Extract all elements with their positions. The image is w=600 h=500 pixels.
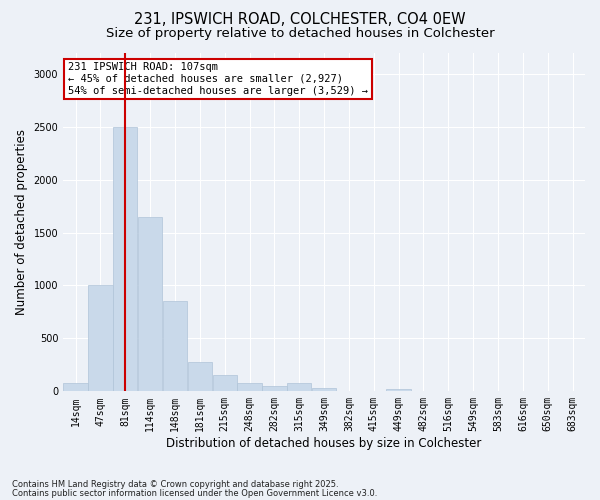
Bar — [88, 286, 113, 392]
Bar — [188, 362, 212, 392]
Bar — [262, 386, 287, 392]
Bar — [138, 216, 163, 392]
Y-axis label: Number of detached properties: Number of detached properties — [15, 129, 28, 315]
Bar — [163, 302, 187, 392]
Bar — [64, 383, 88, 392]
X-axis label: Distribution of detached houses by size in Colchester: Distribution of detached houses by size … — [166, 437, 482, 450]
Bar — [238, 384, 262, 392]
Bar — [113, 126, 137, 392]
Text: 231 IPSWICH ROAD: 107sqm
← 45% of detached houses are smaller (2,927)
54% of sem: 231 IPSWICH ROAD: 107sqm ← 45% of detach… — [68, 62, 368, 96]
Text: Contains HM Land Registry data © Crown copyright and database right 2025.: Contains HM Land Registry data © Crown c… — [12, 480, 338, 489]
Bar — [386, 388, 411, 392]
Bar — [312, 388, 336, 392]
Text: Contains public sector information licensed under the Open Government Licence v3: Contains public sector information licen… — [12, 488, 377, 498]
Bar — [287, 383, 311, 392]
Bar — [212, 376, 237, 392]
Text: 231, IPSWICH ROAD, COLCHESTER, CO4 0EW: 231, IPSWICH ROAD, COLCHESTER, CO4 0EW — [134, 12, 466, 28]
Text: Size of property relative to detached houses in Colchester: Size of property relative to detached ho… — [106, 28, 494, 40]
